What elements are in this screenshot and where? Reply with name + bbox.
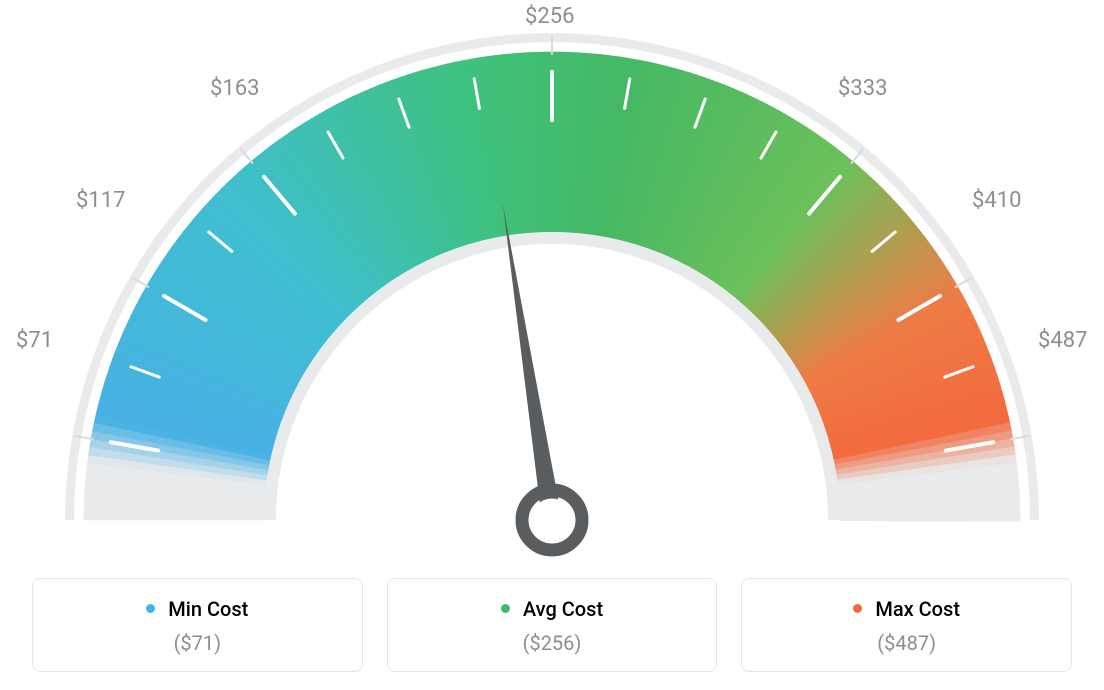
cost-gauge: $71 $117 $163 $256 $333 $410 $487 — [0, 0, 1104, 560]
gauge-tick-label: $487 — [1038, 328, 1087, 353]
gauge-tick-label: $117 — [76, 188, 125, 213]
legend-title-label: Min Cost — [168, 597, 248, 621]
legend-card-avg: Avg Cost ($256) — [387, 578, 718, 672]
gauge-tick-label: $163 — [210, 76, 259, 101]
legend-card-max: Max Cost ($487) — [741, 578, 1072, 672]
legend-value-max: ($487) — [752, 631, 1061, 655]
gauge-tick-label: $333 — [838, 76, 887, 101]
gauge-svg — [0, 0, 1104, 560]
legend-value-min: ($71) — [43, 631, 352, 655]
gauge-tick-label: $256 — [525, 4, 574, 29]
dot-icon — [146, 604, 155, 613]
legend-value-avg: ($256) — [398, 631, 707, 655]
legend-title-min: Min Cost — [43, 597, 352, 621]
legend-title-avg: Avg Cost — [398, 597, 707, 621]
dot-icon — [853, 604, 862, 613]
legend-card-min: Min Cost ($71) — [32, 578, 363, 672]
legend-title-label: Avg Cost — [523, 597, 603, 621]
gauge-tick-label: $71 — [16, 328, 53, 353]
gauge-tick-label: $410 — [972, 188, 1021, 213]
dot-icon — [501, 604, 510, 613]
legend-title-label: Max Cost — [875, 597, 960, 621]
legend-title-max: Max Cost — [752, 597, 1061, 621]
legend-row: Min Cost ($71) Avg Cost ($256) Max Cost … — [32, 578, 1072, 672]
